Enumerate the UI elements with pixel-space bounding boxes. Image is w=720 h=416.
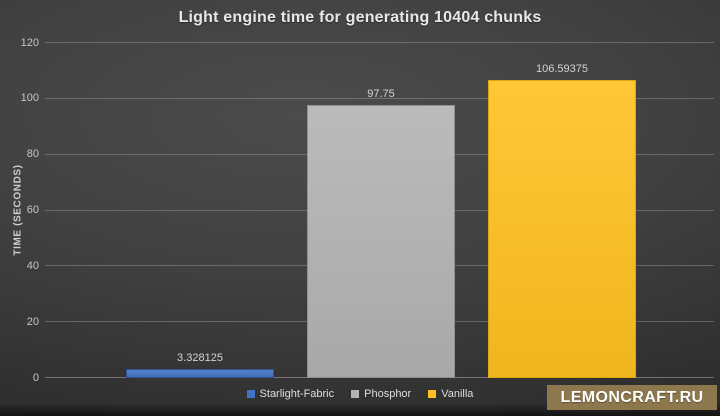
legend-marker-icon [428, 389, 437, 398]
y-tick-label: 80 [26, 148, 39, 161]
bar-starlight-fabric [126, 368, 274, 378]
legend-label: Phosphor [364, 387, 412, 400]
legend-item-starlight-fabric: Starlight-Fabric [246, 387, 335, 400]
y-tick-label: 40 [26, 259, 39, 272]
chart-title: Light engine time for generating 10404 c… [178, 9, 542, 26]
legend-marker-icon [246, 389, 255, 398]
gridline-y100 [45, 97, 714, 99]
bar-vanilla [488, 80, 636, 378]
plot-area: 3.328125 97.75 106.59375 [45, 42, 714, 378]
bar-phosphor [307, 105, 455, 378]
bar-value-label: 3.328125 [177, 351, 223, 364]
y-tick-label: 60 [26, 204, 39, 216]
gridline-y120 [45, 42, 714, 43]
legend-label: Vanilla [441, 387, 474, 400]
legend-item-phosphor: Phosphor [351, 388, 411, 400]
bar-value-label: 97.75 [367, 88, 395, 101]
legend: Starlight-Fabric Phosphor Vanilla [0, 386, 720, 401]
watermark-badge: LEMONCRAFT.RU [547, 385, 717, 410]
y-tick-label: 120 [20, 36, 39, 49]
bottom-shade [0, 403, 720, 416]
y-tick-label: 0 [32, 371, 39, 384]
legend-marker-icon [351, 389, 360, 398]
legend-item-vanilla: Vanilla [428, 388, 473, 400]
y-tick-label: 20 [26, 315, 39, 328]
bar-value-label: 106.59375 [536, 63, 588, 76]
y-tick-label: 100 [20, 92, 39, 105]
legend-label: Starlight-Fabric [259, 387, 335, 400]
